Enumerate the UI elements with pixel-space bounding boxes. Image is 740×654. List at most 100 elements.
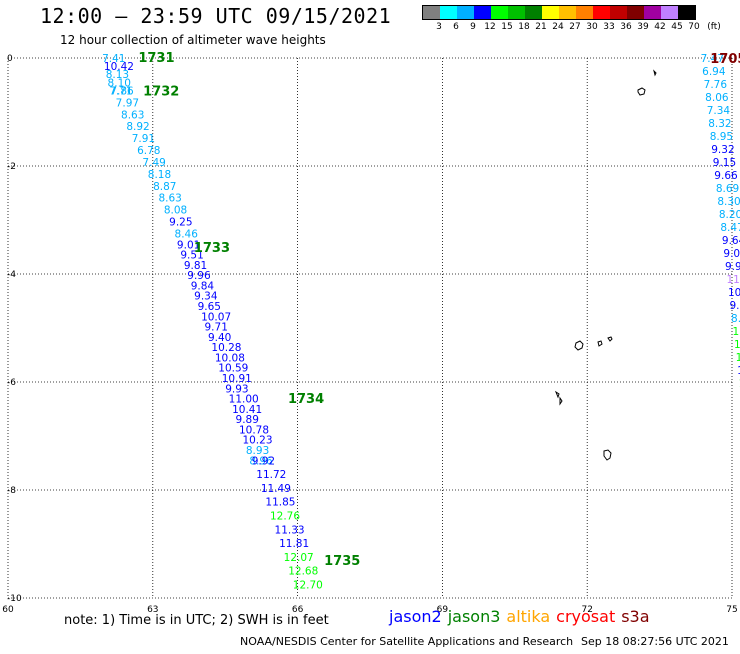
wave-height-obs: 9.96: [187, 270, 211, 282]
color-scale-swatch: [508, 6, 525, 19]
color-scale-label: 42: [654, 22, 666, 32]
wave-height-obs: 7.49: [142, 157, 165, 169]
wave-height-obs: 9.15: [713, 157, 736, 169]
wave-height-obs: 11.33: [275, 524, 305, 536]
wave-height-obs: 7.76: [704, 79, 728, 91]
wave-height-obs: 8.87: [153, 181, 176, 193]
color-scale-swatch: [678, 6, 695, 19]
wave-height-obs: 8.13: [106, 69, 129, 81]
wave-height-obs: 12.6: [733, 326, 740, 338]
mission-legend: jason2 jason3 altika cryosat s3a: [389, 607, 656, 626]
pass-label: 1705: [710, 52, 740, 67]
pass-label: 1733: [194, 241, 230, 256]
mission-legend-item: s3a: [621, 607, 650, 626]
color-scale-label: 27: [569, 22, 581, 32]
island-outline: [597, 340, 603, 347]
color-scale-swatch: [661, 6, 678, 19]
island-outline: [607, 336, 613, 342]
y-tick-label: -8: [7, 486, 16, 496]
wave-height-obs: 9.81: [184, 260, 207, 272]
color-scale-swatch: [440, 6, 457, 19]
pass-label: 1735: [324, 554, 360, 569]
color-scale-swatch: [457, 6, 474, 19]
wave-height-obs: 7.41: [102, 53, 125, 65]
page-title: 12:00 – 23:59 UTC 09/15/2021: [40, 4, 392, 28]
wave-height-obs: 12.07: [284, 552, 314, 564]
x-tick-label: 69: [437, 605, 449, 615]
color-scale-label: 6: [453, 22, 459, 32]
wave-height-obs: 12.1: [734, 339, 740, 351]
color-scale-label: 70: [688, 22, 700, 32]
wave-height-obs: 8.96: [249, 455, 273, 467]
page-subtitle: 12 hour collection of altimeter wave hei…: [60, 33, 326, 47]
wave-height-obs: 7.47: [701, 53, 724, 65]
mission-legend-item: cryosat: [556, 607, 616, 626]
wave-height-obs: 11.85: [265, 497, 295, 509]
wave-height-obs: 10.84: [728, 287, 740, 299]
wave-height-obs: 8.08: [164, 205, 187, 217]
wave-height-obs: 8.46: [175, 229, 199, 241]
island-outline: [554, 390, 560, 399]
wave-height-obs: 9.92: [252, 455, 275, 467]
color-scale-label: 21: [535, 22, 547, 32]
wave-height-obs: 8.89: [731, 313, 740, 325]
wave-height-obs: 9.01: [177, 239, 200, 251]
wave-height-obs: 8.47: [720, 222, 740, 234]
color-scale-swatch: [559, 6, 576, 19]
color-scale-swatch: [627, 6, 644, 19]
wave-height-obs: 13: [739, 378, 740, 390]
y-tick-label: 0: [7, 54, 13, 64]
x-tick-label: 63: [147, 605, 158, 615]
wave-height-obs: 7.34: [707, 105, 731, 117]
wave-height-obs: 9.65: [198, 301, 221, 313]
wave-height-obs: 9.34: [194, 291, 218, 303]
island-outline: [653, 69, 657, 77]
pass-label: 1731: [138, 51, 174, 66]
x-tick-label: 72: [581, 605, 592, 615]
wave-height-obs: 6.94: [702, 66, 726, 78]
color-scale-label: 33: [603, 22, 615, 32]
footer-timestamp: Sep 18 08:27:56 UTC 2021: [581, 635, 729, 648]
mission-legend-item: jason3: [447, 607, 501, 626]
wave-height-obs: 10.08: [215, 352, 245, 364]
wave-height-obs: 8.18: [148, 169, 171, 181]
color-scale-swatch: [491, 6, 508, 19]
footer-credit: NOAA/NESDIS Center for Satellite Applica…: [240, 635, 574, 648]
wave-height-obs: 9.89: [236, 414, 259, 426]
color-scale-label: 24: [552, 22, 564, 32]
island-outline: [574, 340, 584, 351]
wave-height-obs: 11.72: [256, 469, 286, 481]
wave-height-obs: 10.07: [201, 311, 231, 323]
wave-height-obs: 9.82: [729, 300, 740, 312]
wave-height-obs: 8.95: [710, 131, 733, 143]
wave-height-obs: 11.49: [261, 483, 291, 495]
island-outline: [559, 396, 563, 406]
x-tick-label: 75: [726, 605, 737, 615]
footer-note: note: 1) Time is in UTC; 2) SWH is in fe…: [64, 613, 329, 628]
color-scale-swatch: [542, 6, 559, 19]
wave-height-obs: 8.20: [719, 209, 740, 221]
color-scale-label: 15: [501, 22, 513, 32]
wave-height-obs: 10.42: [104, 61, 134, 73]
wave-height-obs: 8.10: [108, 77, 131, 89]
wave-height-obs: 9.40: [208, 332, 231, 344]
wave-height-obs: 8.69: [716, 183, 739, 195]
wave-height-obs: 12.70: [293, 580, 323, 592]
y-tick-label: -6: [7, 378, 16, 388]
wave-height-obs: 12.68: [288, 566, 318, 578]
color-scale-label: 45: [671, 22, 683, 32]
wave-height-obs: 8.06: [705, 92, 729, 104]
color-scale-swatch: [610, 6, 627, 19]
color-scale-label: 30: [586, 22, 598, 32]
color-scale-swatch: [576, 6, 593, 19]
color-scale-swatch: [525, 6, 542, 19]
wave-height-obs: 8.32: [708, 118, 731, 130]
wave-height-obs: 10.28: [211, 342, 241, 354]
wave-height-obs: 9.32: [711, 144, 734, 156]
wave-height-obs: 9.71: [205, 322, 228, 334]
color-scale-label: 9: [470, 22, 476, 32]
y-tick-label: -2: [7, 162, 16, 172]
wave-height-obs: 10.23: [242, 435, 272, 447]
wave-height-obs: 11.81: [279, 538, 309, 550]
